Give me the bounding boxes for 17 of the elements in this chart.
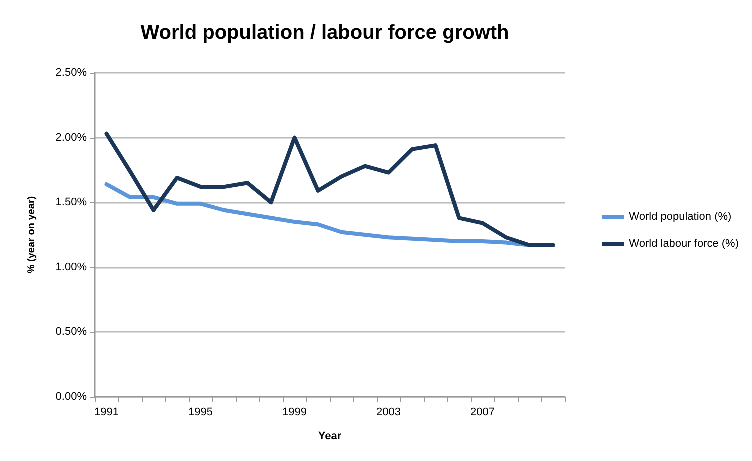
y-tick-label: 1.00% [56, 261, 88, 274]
y-tick-label: 2.00% [56, 132, 88, 144]
y-tick-label: 1.50% [56, 196, 88, 209]
x-tick-label: 1991 [94, 406, 119, 418]
line-series [104, 132, 556, 248]
x-tick-label: 1995 [188, 406, 213, 418]
y-tick-label: 0.00% [56, 391, 88, 403]
x-tick-label: 1999 [282, 406, 307, 418]
chart-title: World population / labour force growth [140, 22, 510, 44]
x-tick-label: 2007 [470, 406, 495, 418]
y-tick-label: 2.50% [56, 67, 88, 79]
y-axis-title: % (year on year) [26, 196, 38, 274]
y-tick-label: 0.50% [56, 326, 88, 338]
x-tick-label: 2003 [376, 406, 401, 418]
legend-label: World population (%) [629, 211, 732, 223]
x-axis-title: Year [318, 430, 342, 442]
legend-label: World labour force (%) [629, 238, 740, 250]
